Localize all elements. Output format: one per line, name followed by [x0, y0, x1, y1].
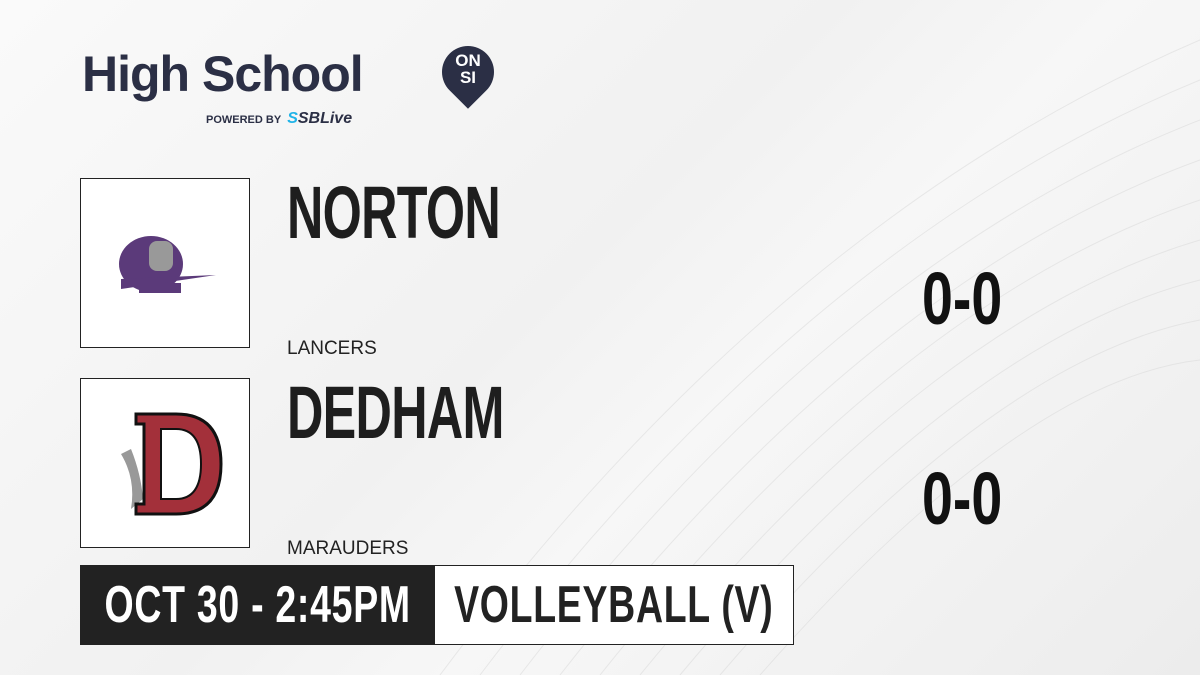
team-score-norton: 0-0	[922, 257, 1003, 340]
game-info-bar: OCT 30 - 2:45PM VOLLEYBALL (V)	[80, 565, 794, 645]
team-name-norton: NORTON	[287, 171, 501, 254]
letter-d-icon	[121, 412, 223, 516]
game-sport: VOLLEYBALL (V)	[454, 576, 774, 634]
dedham-logo	[80, 378, 250, 548]
brand-title: High School	[82, 46, 364, 102]
brand-badge: ON SI	[455, 51, 481, 87]
team-score-dedham: 0-0	[922, 457, 1003, 540]
norton-logo	[80, 178, 250, 348]
brand-logo[interactable]: High School ON SI POWERED BY SSBLive	[82, 35, 505, 127]
powered-by: POWERED BY SSBLive	[206, 110, 353, 127]
game-datetime: OCT 30 - 2:45PM	[81, 566, 435, 644]
team-name-dedham: DEDHAM	[287, 371, 504, 454]
knight-icon	[119, 236, 216, 293]
team-mascot-dedham: MARAUDERS	[287, 538, 409, 559]
team-mascot-norton: LANCERS	[287, 338, 377, 359]
